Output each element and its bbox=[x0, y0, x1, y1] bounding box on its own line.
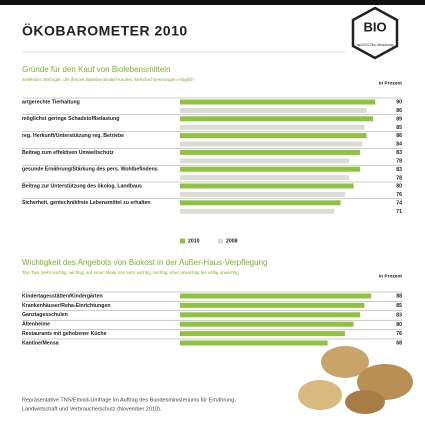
bar bbox=[180, 141, 363, 147]
page-title: ÖKOBAROMETER 2010 bbox=[22, 23, 188, 39]
logo-mark: BIO bbox=[363, 19, 386, 34]
value-label: 84 bbox=[396, 142, 402, 148]
bar bbox=[180, 116, 374, 122]
bar bbox=[180, 340, 328, 346]
category-label: artgerechte Tierhaltung bbox=[22, 99, 80, 105]
walnut bbox=[298, 380, 342, 410]
value-label: 76 bbox=[396, 331, 402, 337]
walnuts bbox=[298, 346, 413, 414]
category-label: Kantine/Mensa bbox=[22, 340, 59, 346]
footnote: Landwirtschaft und Verbraucherschutz (No… bbox=[22, 406, 162, 412]
bar bbox=[180, 183, 354, 189]
bar bbox=[180, 108, 367, 113]
legend-swatch bbox=[180, 238, 185, 244]
bar bbox=[180, 208, 335, 214]
value-label: 83 bbox=[396, 167, 402, 173]
bar bbox=[180, 99, 376, 105]
value-label: 78 bbox=[396, 175, 402, 181]
legend-label: 2008 bbox=[226, 238, 238, 244]
value-label: 86 bbox=[396, 108, 402, 114]
bar bbox=[180, 149, 361, 155]
value-label: 80 bbox=[396, 322, 402, 328]
value-label: 74 bbox=[396, 200, 402, 206]
value-label: 89 bbox=[396, 116, 402, 122]
legend-label: 2010 bbox=[188, 238, 200, 244]
unit-label: in Prozent bbox=[379, 80, 403, 86]
bar bbox=[180, 321, 354, 327]
value-label: 83 bbox=[396, 150, 402, 156]
bar bbox=[180, 175, 350, 181]
legend-swatch bbox=[218, 238, 223, 244]
category-label: Restaurants mit gehobener Küche bbox=[22, 331, 107, 337]
value-label: 86 bbox=[396, 133, 402, 139]
bar bbox=[180, 133, 367, 139]
bar bbox=[180, 312, 361, 318]
logo-hexagon bbox=[351, 6, 399, 60]
category-label: Beitrag zum effektiven Umweltschutz bbox=[22, 150, 114, 156]
top-bar bbox=[0, 0, 425, 5]
bar bbox=[180, 192, 345, 197]
category-label: Ganztagesschulen bbox=[22, 312, 68, 318]
category-label: Sicherheit, gentechnikfreie Lebensmittel… bbox=[22, 200, 151, 206]
walnut bbox=[321, 346, 369, 378]
bar bbox=[180, 166, 361, 172]
bar bbox=[180, 331, 345, 337]
category-label: Kindertagesstätten/Kindergärten bbox=[22, 293, 103, 299]
category-label: reg. Herkunft/Unterstützung reg. Betrieb… bbox=[22, 133, 124, 139]
chart-subtitle: Top-Two (sehr wichtig, wichtig) auf eine… bbox=[22, 270, 239, 275]
bar bbox=[180, 124, 365, 130]
category-label: Krankenhäuser/Reha-Einrichtungen bbox=[22, 303, 111, 309]
category-label: Beitrag zur Unterstützung des ökolog. La… bbox=[22, 183, 142, 189]
value-label: 68 bbox=[396, 341, 402, 347]
value-label: 85 bbox=[396, 303, 402, 309]
value-label: 78 bbox=[396, 158, 402, 164]
walnut bbox=[345, 390, 385, 414]
value-label: 88 bbox=[396, 294, 402, 300]
value-label: 71 bbox=[396, 209, 402, 215]
value-label: 85 bbox=[396, 125, 402, 131]
value-label: 76 bbox=[396, 192, 402, 198]
bar bbox=[180, 293, 371, 299]
chart-subtitle: Selektion: Befragte, die derzeit Biolebe… bbox=[22, 77, 194, 82]
logo-caption: nach EG-Öko-Verordnung bbox=[357, 43, 394, 47]
bar bbox=[180, 302, 365, 308]
value-label: 83 bbox=[396, 312, 402, 318]
category-label: möglichst geringe Schadstoffbelastung bbox=[22, 116, 119, 122]
footnote: Repräsentative TNS/Emnid-Umfrage im Auft… bbox=[22, 397, 236, 403]
value-label: 90 bbox=[396, 100, 402, 106]
value-label: 80 bbox=[396, 184, 402, 190]
unit-label: in Prozent bbox=[379, 273, 403, 279]
chart-title: Wichtigkeit des Angebots von Biokost in … bbox=[22, 258, 267, 267]
bar bbox=[180, 158, 350, 164]
chart-title: Gründe für den Kauf von Biolebensmitteln bbox=[22, 65, 171, 74]
category-label: Altenheime bbox=[22, 322, 50, 328]
category-label: gesunde Ernährung/Stärkung des pers. Woh… bbox=[22, 167, 158, 173]
bar bbox=[180, 200, 341, 206]
bio-logo: BIO nach EG-Öko-Verordnung bbox=[351, 6, 399, 60]
